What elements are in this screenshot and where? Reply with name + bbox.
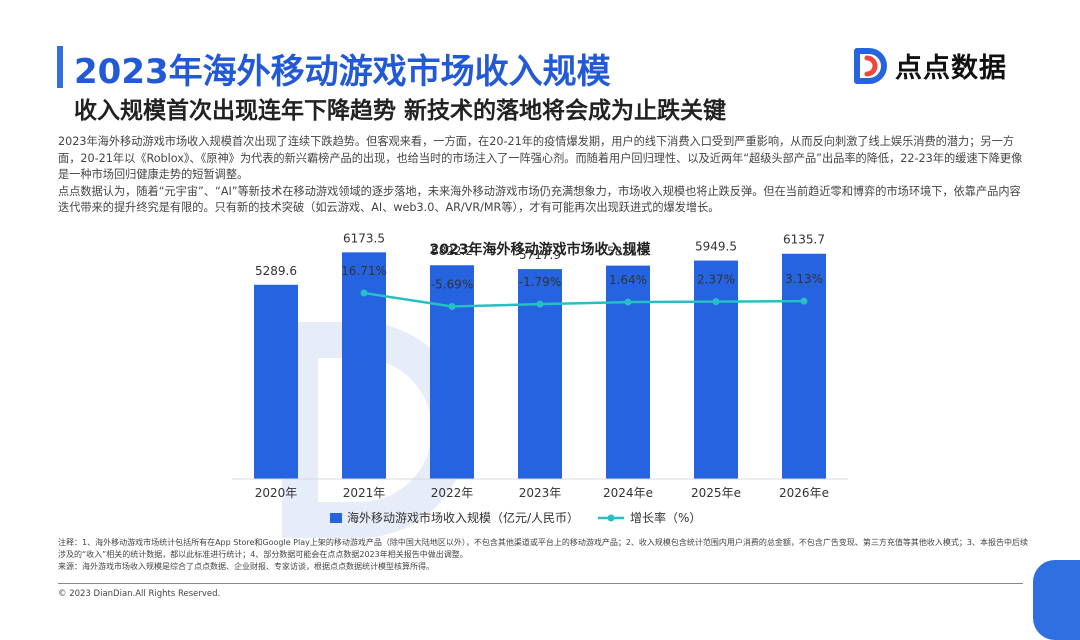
chart-legend: 海外移动游戏市场收入规模（亿元/人民币） 增长率（%） <box>330 510 701 525</box>
page-subtitle: 收入规模首次出现连年下降趋势 新技术的落地将会成为止跌关键 <box>74 98 727 124</box>
footer-divider <box>58 583 1023 584</box>
growth-rate-label: -5.69% <box>431 278 473 292</box>
revenue-bar-label: 5811.8 <box>607 245 649 259</box>
x-tick-label: 2023年 <box>519 486 562 500</box>
revenue-bar <box>518 269 562 479</box>
body-paragraph-2: 点点数据认为，随着“元宇宙”、“AI”等新技术在移动游戏领域的逐步落地，未来海外… <box>58 184 1021 215</box>
brand-logo: 点点数据 <box>853 46 1007 85</box>
growth-rate-labels: 16.71% -5.69% -1.79% 1.64% 2.37% 3.13% <box>341 264 823 292</box>
legend-line-marker <box>607 514 615 522</box>
copyright-text: © 2023 DianDian.All Rights Reserved. <box>58 589 221 599</box>
body-text: 2023年海外移动游戏市场收入规模首次出现了连续下跌趋势。但客观来看，一方面，在… <box>58 134 1028 217</box>
growth-rate-label: 16.71% <box>341 264 387 278</box>
title-accent-bar <box>57 46 63 88</box>
growth-rate-label: 1.64% <box>609 273 647 287</box>
revenue-bar <box>430 265 474 479</box>
revenue-bar <box>694 260 738 479</box>
bar-value-labels: 5289.6 6173.5 5822.2 5717.9 5811.8 5949.5 6135… <box>255 231 825 277</box>
growth-point <box>448 303 456 310</box>
growth-line-series <box>360 289 808 310</box>
x-tick-label: 2025年e <box>691 486 741 500</box>
footnotes: 注释：1、海外移动游戏市场统计包括所有在App Store和Google Pla… <box>58 537 1033 573</box>
growth-rate-label: 3.13% <box>785 272 823 286</box>
growth-rate-label: 2.37% <box>697 273 735 287</box>
revenue-bar <box>254 284 298 479</box>
revenue-bar-label: 5289.6 <box>255 264 297 278</box>
growth-point <box>800 297 808 305</box>
growth-point <box>624 298 632 306</box>
growth-line <box>363 291 805 308</box>
x-tick-label: 2020年 <box>255 486 298 500</box>
bar-series <box>254 252 826 479</box>
x-axis: 2020年 2021年 2022年 2023年 2024年e 2025年e 2026年e <box>232 478 848 500</box>
corner-decoration <box>1033 560 1080 640</box>
x-tick-label: 2022年 <box>431 486 474 500</box>
diandian-logo-icon <box>854 47 887 84</box>
note-text: 注释：1、海外移动游戏市场统计包括所有在App Store和Google Pla… <box>58 538 1029 559</box>
growth-rate-label: -1.79% <box>519 275 561 289</box>
page-title: 2023年海外移动游戏市场收入规模 <box>74 52 611 92</box>
x-tick-label: 2021年 <box>343 486 386 500</box>
growth-point <box>712 298 720 306</box>
x-tick-label: 2024年e <box>603 486 653 500</box>
growth-point <box>360 289 368 297</box>
revenue-bar-label: 5717.9 <box>519 248 561 262</box>
revenue-bar <box>342 252 386 479</box>
growth-point <box>536 300 544 308</box>
source-text: 来源：海外游戏市场收入规模是综合了点点数据、企业财报、专家访谈，根据点点数据统计… <box>58 562 434 571</box>
revenue-bar-label: 5949.5 <box>695 240 737 254</box>
revenue-bar-label: 6135.7 <box>783 233 825 247</box>
revenue-bar <box>782 253 826 479</box>
legend-bar-swatch <box>330 513 342 523</box>
revenue-growth-chart: 5289.6 6173.5 5822.2 5717.9 5811.8 5949.5 6135… <box>232 231 848 538</box>
revenue-bar-label: 6173.5 <box>343 231 385 245</box>
revenue-bar <box>606 265 650 479</box>
legend-bar-label: 海外移动游戏市场收入规模（亿元/人民币） <box>347 510 579 525</box>
brand-name: 点点数据 <box>895 53 1007 84</box>
body-paragraph-1: 2023年海外移动游戏市场收入规模首次出现了连续下跌趋势。但客观来看，一方面，在… <box>58 135 1023 181</box>
legend-line-label: 增长率（%） <box>630 510 701 525</box>
revenue-bar-label: 5822.2 <box>431 244 473 258</box>
chart-title: 2023年海外移动游戏市场收入规模 <box>429 242 651 258</box>
x-tick-label: 2026年e <box>779 486 829 500</box>
